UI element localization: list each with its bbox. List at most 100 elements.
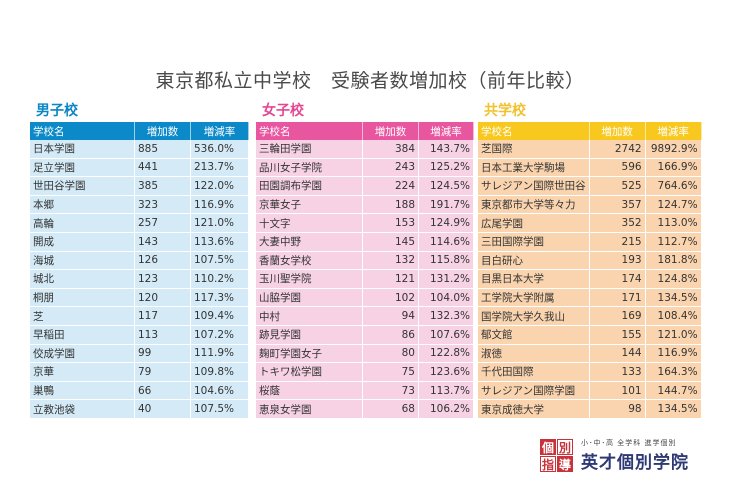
increase-count-cell: 169 <box>589 307 646 326</box>
school-name-cell: 海城 <box>30 251 135 271</box>
increase-count-cell: 123 <box>135 270 191 289</box>
increase-rate-cell: 164.3% <box>645 363 702 382</box>
school-name-cell: 桜蔭 <box>256 381 363 401</box>
increase-rate-cell: 125.2% <box>419 158 474 178</box>
increase-count-cell: 525 <box>589 177 646 196</box>
school-name-cell: 千代田国際 <box>478 363 590 382</box>
school-name-cell: 早稲田 <box>30 325 135 345</box>
table-row: サレジアン国際学園 101 144.7% <box>478 381 702 401</box>
increase-rate-cell: 107.5% <box>191 400 249 419</box>
increase-count-cell: 153 <box>363 214 419 233</box>
table-row: 本郷 323 116.9% <box>30 195 249 215</box>
table-row: 大妻中野 145 114.6% <box>256 232 474 252</box>
girls-table-body: 三輪田学園 384 143.7% 品川女子学院 243 125.2% 田園調布学園 224 12… <box>256 140 474 419</box>
increase-count-cell: 73 <box>363 381 419 401</box>
increase-rate-cell: 121.0% <box>645 325 702 345</box>
boys-section-label: 男子校 <box>36 103 78 119</box>
increase-count-cell: 99 <box>135 344 191 364</box>
school-name-cell: 高輪 <box>30 214 135 233</box>
table-row: 海城 126 107.5% <box>30 251 249 271</box>
school-name-cell: 京華女子 <box>256 195 363 215</box>
increase-rate-cell: 166.9% <box>645 158 702 178</box>
table-row: 香蘭女学校 132 115.8% <box>256 251 474 271</box>
increase-rate-cell: 764.6% <box>645 177 702 196</box>
increase-rate-cell: 115.8% <box>419 251 474 271</box>
table-row: 足立学園 441 213.7% <box>30 158 249 178</box>
table-row: 京華 79 109.8% <box>30 363 249 382</box>
school-name-cell: 芝 <box>30 307 135 326</box>
table-row: 桜蔭 73 113.7% <box>256 381 474 401</box>
girls-section-label: 女子校 <box>262 103 304 119</box>
increase-rate-cell: 124.9% <box>419 214 474 233</box>
increase-rate-cell: 108.4% <box>645 307 702 326</box>
table-row: 恵泉女学園 68 106.2% <box>256 400 474 419</box>
girls-school-section: 女子校 学校名 増加数 増減率 三輪田学園 384 143.7% 品川女子学院 243 1… <box>256 102 474 419</box>
logo-char: 指 <box>540 456 556 472</box>
table-row: 跡見学園 86 107.6% <box>256 325 474 345</box>
logo-subtitle: 小･中･高 全学科 進学個別 <box>581 439 677 447</box>
increase-count-cell: 132 <box>363 251 419 271</box>
table-row: 三田国際学園 215 112.7% <box>478 232 702 252</box>
table-row: 麹町学園女子 80 122.8% <box>256 344 474 364</box>
increase-count-cell: 117 <box>135 307 191 326</box>
increase-count-cell: 121 <box>363 270 419 289</box>
increase-count-cell: 384 <box>363 140 419 159</box>
increase-count-cell: 40 <box>135 400 191 419</box>
table-row: 目黒日本大学 174 124.8% <box>478 270 702 289</box>
school-name-cell: 香蘭女学校 <box>256 251 363 271</box>
table-header-row: 学校名 増加数 増減率 <box>478 122 702 140</box>
school-name-cell: 日本工業大学駒場 <box>478 158 590 178</box>
increase-count-cell: 145 <box>363 232 419 252</box>
table-row: 京華女子 188 191.7% <box>256 195 474 215</box>
increase-rate-cell: 9892.9% <box>645 140 702 159</box>
school-name-cell: 三輪田学園 <box>256 140 363 159</box>
increase-count-cell: 94 <box>363 307 419 326</box>
logo-char: 導 <box>557 456 573 472</box>
school-name-cell: トキワ松学園 <box>256 363 363 382</box>
school-name-cell: 世田谷学園 <box>30 177 135 196</box>
school-name-cell: 目黒日本大学 <box>478 270 590 289</box>
increase-count-cell: 2742 <box>589 140 646 159</box>
boys-school-section: 男子校 学校名 増加数 増減率 日本学園 885 536.0% 足立学園 441 213.… <box>30 102 249 419</box>
table-row: 中村 94 132.3% <box>256 307 474 326</box>
increase-rate-cell: 106.2% <box>419 400 474 419</box>
table-row: サレジアン国際世田谷 525 764.6% <box>478 177 702 196</box>
table-row: 日本工業大学駒場 596 166.9% <box>478 158 702 178</box>
increase-rate-cell: 144.7% <box>645 381 702 401</box>
school-name-cell: 恵泉女学園 <box>256 400 363 419</box>
table-row: 高輪 257 121.0% <box>30 214 249 233</box>
increase-count-cell: 174 <box>589 270 646 289</box>
school-name-cell: 中村 <box>256 307 363 326</box>
school-name-cell: 山脇学園 <box>256 288 363 308</box>
increase-count-cell: 143 <box>135 232 191 252</box>
increase-count-cell: 120 <box>135 288 191 308</box>
increase-count-cell: 155 <box>589 325 646 345</box>
school-name-cell: 国学院大学久我山 <box>478 307 590 326</box>
increase-count-cell: 224 <box>363 177 419 196</box>
boys-table: 学校名 増加数 増減率 日本学園 885 536.0% 足立学園 441 213.7% 世田… <box>30 122 249 419</box>
column-header-rate: 増減率 <box>191 122 249 140</box>
column-header-rate: 増減率 <box>645 122 702 140</box>
school-name-cell: 三田国際学園 <box>478 232 590 252</box>
increase-rate-cell: 116.9% <box>191 195 249 215</box>
increase-rate-cell: 107.6% <box>419 325 474 345</box>
increase-count-cell: 98 <box>589 400 646 419</box>
increase-rate-cell: 110.2% <box>191 270 249 289</box>
increase-rate-cell: 109.8% <box>191 363 249 382</box>
table-row: 早稲田 113 107.2% <box>30 325 249 345</box>
table-row: 立教池袋 40 107.5% <box>30 400 249 419</box>
boys-table-body: 日本学園 885 536.0% 足立学園 441 213.7% 世田谷学園 385 122.0%… <box>30 140 249 419</box>
school-name-cell: 日本学園 <box>30 140 135 159</box>
increase-count-cell: 243 <box>363 158 419 178</box>
table-row: 開成 143 113.6% <box>30 232 249 252</box>
coed-table-body: 芝国際 2742 9892.9% 日本工業大学駒場 596 166.9% サレジアン国際世田… <box>478 140 702 419</box>
increase-rate-cell: 112.7% <box>645 232 702 252</box>
school-name-cell: 麹町学園女子 <box>256 344 363 364</box>
increase-rate-cell: 124.8% <box>645 270 702 289</box>
coed-table: 学校名 増加数 増減率 芝国際 2742 9892.9% 日本工業大学駒場 596 166… <box>478 122 702 419</box>
increase-count-cell: 68 <box>363 400 419 419</box>
logo-char: 個 <box>540 439 556 455</box>
column-header-name: 学校名 <box>30 122 135 140</box>
increase-count-cell: 215 <box>589 232 646 252</box>
column-header-increase: 増加数 <box>135 122 191 140</box>
